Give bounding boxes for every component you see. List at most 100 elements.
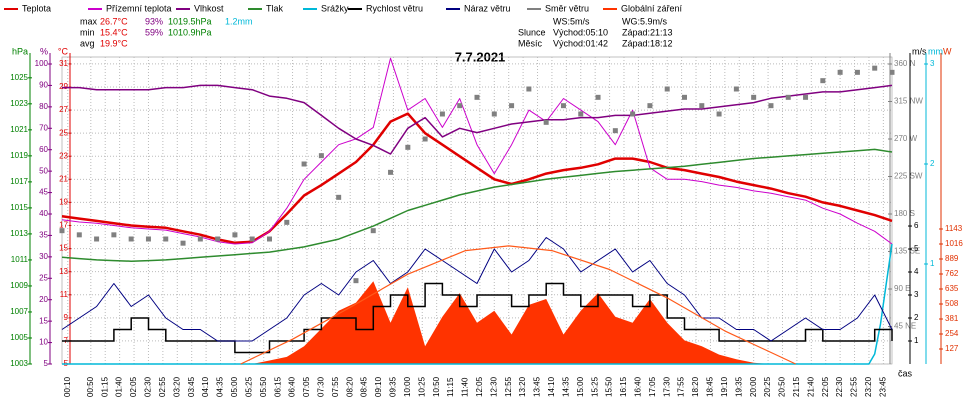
y-tick-label: 1143 (945, 224, 963, 233)
x-tick-label: 03:45 (187, 376, 196, 397)
axis-unit: m/s (912, 46, 927, 56)
stat-text: min (80, 27, 95, 37)
y-tick-label: 1019 (10, 151, 28, 160)
y-tick-label: 1025 (10, 73, 28, 82)
y-tick-label: 50 (39, 166, 48, 175)
x-tick-label: 04:35 (216, 376, 225, 397)
y-tick-label: 1007 (10, 307, 28, 316)
stat-text: 26.7°C (100, 16, 128, 26)
stat-text: 15.4°C (100, 27, 128, 37)
y-tick-label: 2 (930, 159, 935, 168)
y-tick-label: 381 (945, 314, 959, 323)
x-tick-label: 12:05 (475, 376, 484, 397)
y-tick-label: 70 (39, 123, 48, 132)
legend-label: Směr větru (545, 3, 589, 13)
direction-point (336, 194, 342, 200)
stat-text: max (80, 16, 98, 26)
x-tick-label: 16:40 (633, 376, 642, 397)
y-tick-label: 1023 (10, 99, 28, 108)
y-tick-label: 6 (914, 221, 919, 230)
y-tick-label: 1016 (945, 239, 963, 248)
y-tick-label: 1011 (11, 255, 29, 264)
x-tick-label: 06:15 (273, 376, 282, 397)
direction-point (215, 236, 221, 242)
direction-point (249, 236, 255, 242)
x-tick-label: 20:00 (749, 376, 758, 397)
x-tick-label: 17:05 (648, 376, 657, 397)
x-tick-label: 11:40 (461, 377, 470, 397)
y-tick-label: 15 (59, 244, 68, 253)
direction-point (59, 228, 65, 234)
direction-point (785, 94, 791, 100)
stat-text: 1.2mm (225, 16, 253, 26)
x-tick-label: 20:50 (778, 376, 787, 397)
series-line (61, 148, 893, 262)
x-tick-label: 04:10 (201, 376, 210, 397)
y-tick-label: 1005 (10, 333, 28, 342)
y-tick-label: 9 (64, 313, 69, 322)
direction-point (612, 128, 618, 134)
x-tick-label: 02:55 (158, 376, 167, 397)
x-tick-label: 05:00 (230, 376, 239, 397)
y-tick-label: 31 (59, 59, 68, 68)
y-tick-label: 90 E (894, 284, 910, 293)
direction-point (682, 94, 687, 100)
legend-label: Globální záření (621, 3, 683, 13)
y-tick-label: 1021 (10, 125, 28, 134)
y-tick-label: 3 (930, 59, 935, 68)
direction-point (647, 103, 653, 109)
direction-point (716, 111, 722, 117)
direction-point (509, 103, 515, 109)
x-tick-label: 00:10 (63, 376, 72, 397)
y-tick-label: 1013 (10, 229, 28, 238)
direction-point (768, 103, 774, 109)
direction-point (128, 236, 134, 242)
direction-point (76, 232, 82, 238)
direction-point (353, 278, 359, 284)
y-tick-label: 80 (39, 102, 48, 111)
x-tick-label: 12:55 (504, 376, 513, 397)
x-tick-label: 19:35 (734, 376, 743, 397)
x-tick-label: 10:25 (417, 376, 426, 397)
x-tick-label: 02:30 (144, 376, 153, 397)
direction-point (854, 69, 860, 75)
direction-point (491, 111, 497, 117)
x-tick-label: 19:10 (720, 376, 729, 397)
x-tick-label: 10:00 (403, 376, 412, 397)
y-tick-label: 20 (39, 295, 48, 304)
x-tick-label: 14:10 (547, 376, 556, 397)
y-tick-label: 5 (44, 359, 49, 368)
x-tick-label: 09:35 (389, 376, 398, 397)
direction-point (111, 232, 117, 238)
y-tick-label: 90 (39, 81, 48, 90)
y-tick-label: 45 NE (894, 322, 916, 331)
direction-point (232, 232, 238, 238)
direction-point (301, 161, 307, 167)
x-tick-label: 15:00 (576, 376, 585, 397)
direction-point (284, 219, 290, 225)
x-tick-label: 21:15 (792, 376, 801, 397)
y-tick-label: 3 (914, 290, 919, 299)
legend-label: Teplota (22, 3, 51, 13)
direction-point (405, 144, 411, 150)
x-tick-label: 00:50 (86, 376, 95, 397)
y-tick-label: 5 (914, 244, 919, 253)
y-tick-label: 27 (59, 105, 68, 114)
direction-point (560, 103, 566, 109)
direction-point (388, 169, 394, 175)
y-tick-label: 19 (59, 198, 68, 207)
x-tick-label: 20:25 (763, 376, 772, 397)
x-axis-label: čas (898, 368, 913, 378)
x-tick-label: 21:40 (806, 376, 815, 397)
axis-unit: % (40, 46, 48, 56)
stat-text: 19.9°C (100, 38, 128, 48)
x-tick-label: 01:15 (100, 376, 109, 397)
series-line (61, 237, 893, 342)
y-tick-label: 1017 (10, 177, 28, 186)
legend-label: Náraz větru (464, 3, 511, 13)
x-tick-label: 12:30 (489, 376, 498, 397)
direction-point (267, 236, 272, 242)
y-tick-label: 30 (39, 252, 48, 261)
direction-point (889, 69, 895, 75)
